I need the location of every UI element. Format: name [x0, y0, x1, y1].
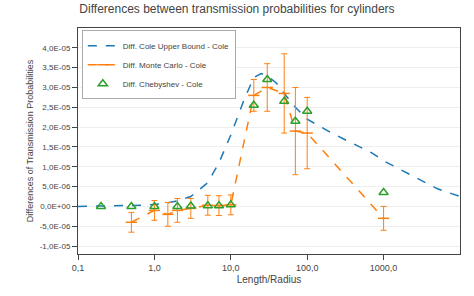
- svg-text:3,5E-05: 3,5E-05: [42, 63, 71, 72]
- svg-text:3,0E-05: 3,0E-05: [42, 83, 71, 92]
- svg-text:1,0: 1,0: [148, 263, 161, 273]
- svg-text:-5,0E-06: -5,0E-06: [40, 222, 71, 231]
- svg-text:Differences between transmissi: Differences between transmission probabi…: [79, 2, 394, 16]
- svg-text:100,0: 100,0: [296, 263, 319, 273]
- svg-text:1,0E-05: 1,0E-05: [42, 163, 71, 172]
- svg-text:2,0E-05: 2,0E-05: [42, 123, 71, 132]
- svg-text:Diff. Monte Carlo - Cole: Diff. Monte Carlo - Cole: [123, 61, 207, 70]
- svg-text:Differences of Transmission Pr: Differences of Transmission Probabilitie…: [25, 59, 35, 222]
- svg-text:2,5E-05: 2,5E-05: [42, 103, 71, 112]
- svg-text:1000,0: 1000,0: [370, 263, 398, 273]
- svg-text:5,0E-06: 5,0E-06: [42, 182, 71, 191]
- svg-text:-1,0E-05: -1,0E-05: [40, 242, 71, 251]
- svg-text:Length/Radius: Length/Radius: [237, 274, 302, 285]
- svg-text:Diff. Chebyshev - Cole: Diff. Chebyshev - Cole: [123, 80, 203, 89]
- svg-text:0,1: 0,1: [72, 263, 85, 273]
- svg-text:4,0E-05: 4,0E-05: [42, 44, 71, 53]
- svg-text:0,0E+00: 0,0E+00: [40, 202, 71, 211]
- svg-text:1,5E-05: 1,5E-05: [42, 143, 71, 152]
- svg-text:Diff. Cole Upper Bound - Cole: Diff. Cole Upper Bound - Cole: [123, 42, 229, 51]
- svg-text:10,0: 10,0: [222, 263, 240, 273]
